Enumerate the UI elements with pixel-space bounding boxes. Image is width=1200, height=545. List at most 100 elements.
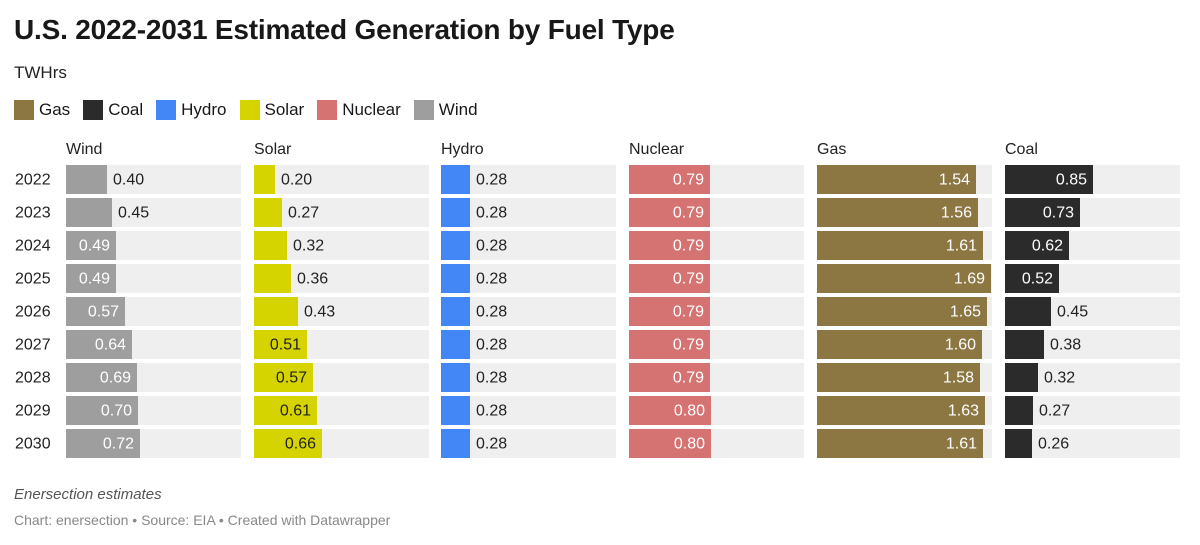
bar-wind <box>66 264 116 293</box>
data-label-hydro: 0.28 <box>476 436 507 453</box>
data-label-coal: 0.32 <box>1044 370 1075 387</box>
data-label-gas: 1.61 <box>946 238 977 255</box>
bar-wind <box>66 330 132 359</box>
legend-item-gas: Gas <box>14 100 70 120</box>
bar-solar <box>254 363 313 392</box>
bar-nuclear <box>629 198 710 227</box>
bar-hydro <box>441 231 470 260</box>
bar-gas <box>817 264 991 293</box>
legend-label: Coal <box>108 100 144 119</box>
data-label-coal: 0.73 <box>1043 205 1074 222</box>
year-label: 2025 <box>15 271 51 288</box>
year-label: 2028 <box>15 370 51 387</box>
data-label-wind: 0.72 <box>103 436 134 453</box>
data-label-nuclear: 0.79 <box>673 205 704 222</box>
bar-gas <box>817 363 980 392</box>
data-label-hydro: 0.28 <box>476 304 507 321</box>
data-label-nuclear: 0.80 <box>674 403 705 420</box>
data-label-solar: 0.43 <box>304 304 335 321</box>
legend-item-wind: Wind <box>413 100 478 120</box>
row-background <box>441 396 616 425</box>
bar-gas <box>817 198 978 227</box>
data-label-coal: 0.27 <box>1039 403 1070 420</box>
chart-subtitle: TWHrs <box>14 63 67 82</box>
legend-label: Nuclear <box>342 100 401 119</box>
panel-header-hydro: Hydro <box>441 141 484 158</box>
data-label-hydro: 0.28 <box>476 403 507 420</box>
legend: Gas Coal Hydro Solar Nuclear Wind <box>14 100 491 120</box>
year-label: 2023 <box>15 205 51 222</box>
bar-coal <box>1005 231 1069 260</box>
data-label-solar: 0.20 <box>281 172 312 189</box>
year-label: 2026 <box>15 304 51 321</box>
data-label-gas: 1.60 <box>945 337 976 354</box>
bar-gas <box>817 297 987 326</box>
bar-hydro <box>441 429 470 458</box>
legend-swatch-nuclear <box>317 100 338 120</box>
bar-wind <box>66 429 140 458</box>
data-label-gas: 1.63 <box>948 403 979 420</box>
bar-gas <box>817 330 982 359</box>
legend-swatch-solar <box>239 100 260 120</box>
bar-solar <box>254 198 282 227</box>
data-label-hydro: 0.28 <box>476 271 507 288</box>
year-label: 2022 <box>15 172 51 189</box>
footer-source: Chart: enersection • Source: EIA • Creat… <box>14 512 391 528</box>
legend-item-coal: Coal <box>83 100 143 120</box>
row-background <box>441 264 616 293</box>
data-label-wind: 0.57 <box>88 304 119 321</box>
data-label-hydro: 0.28 <box>476 238 507 255</box>
bar-nuclear <box>629 231 710 260</box>
bar-wind <box>66 231 116 260</box>
data-label-wind: 0.40 <box>113 172 144 189</box>
data-label-gas: 1.58 <box>943 370 974 387</box>
bar-nuclear <box>629 264 710 293</box>
data-label-hydro: 0.28 <box>476 172 507 189</box>
panel-header-wind: Wind <box>66 141 102 158</box>
legend-item-nuclear: Nuclear <box>317 100 401 120</box>
row-background <box>441 165 616 194</box>
bar-coal <box>1005 363 1038 392</box>
data-label-hydro: 0.28 <box>476 337 507 354</box>
bar-hydro <box>441 198 470 227</box>
bar-wind <box>66 396 138 425</box>
data-label-wind: 0.49 <box>79 238 110 255</box>
bar-solar <box>254 396 317 425</box>
row-background <box>441 198 616 227</box>
bar-coal <box>1005 297 1051 326</box>
panel-header-gas: Gas <box>817 141 846 158</box>
bar-nuclear <box>629 363 710 392</box>
bar-coal <box>1005 264 1059 293</box>
bar-gas <box>817 231 983 260</box>
row-background <box>254 198 429 227</box>
data-label-hydro: 0.28 <box>476 205 507 222</box>
data-label-nuclear: 0.79 <box>673 370 704 387</box>
bar-coal <box>1005 396 1033 425</box>
bar-nuclear <box>629 330 710 359</box>
bar-solar <box>254 264 291 293</box>
data-label-coal: 0.62 <box>1032 238 1063 255</box>
legend-label: Wind <box>438 100 478 119</box>
data-label-coal: 0.26 <box>1038 436 1069 453</box>
legend-label: Solar <box>264 100 305 119</box>
row-background <box>441 363 616 392</box>
data-label-gas: 1.65 <box>950 304 981 321</box>
data-label-hydro: 0.28 <box>476 370 507 387</box>
data-label-nuclear: 0.79 <box>673 172 704 189</box>
panel-header-nuclear: Nuclear <box>629 141 685 158</box>
bar-wind <box>66 198 112 227</box>
data-label-gas: 1.61 <box>946 436 977 453</box>
bar-coal <box>1005 429 1032 458</box>
bar-coal <box>1005 330 1044 359</box>
data-label-wind: 0.49 <box>79 271 110 288</box>
row-background <box>254 165 429 194</box>
legend-item-solar: Solar <box>239 100 305 120</box>
row-background <box>1005 396 1180 425</box>
data-label-coal: 0.45 <box>1057 304 1088 321</box>
row-background <box>441 297 616 326</box>
data-label-gas: 1.54 <box>939 172 970 189</box>
bar-hydro <box>441 165 470 194</box>
legend-swatch-wind <box>413 100 434 120</box>
bar-gas <box>817 165 976 194</box>
row-background <box>441 231 616 260</box>
